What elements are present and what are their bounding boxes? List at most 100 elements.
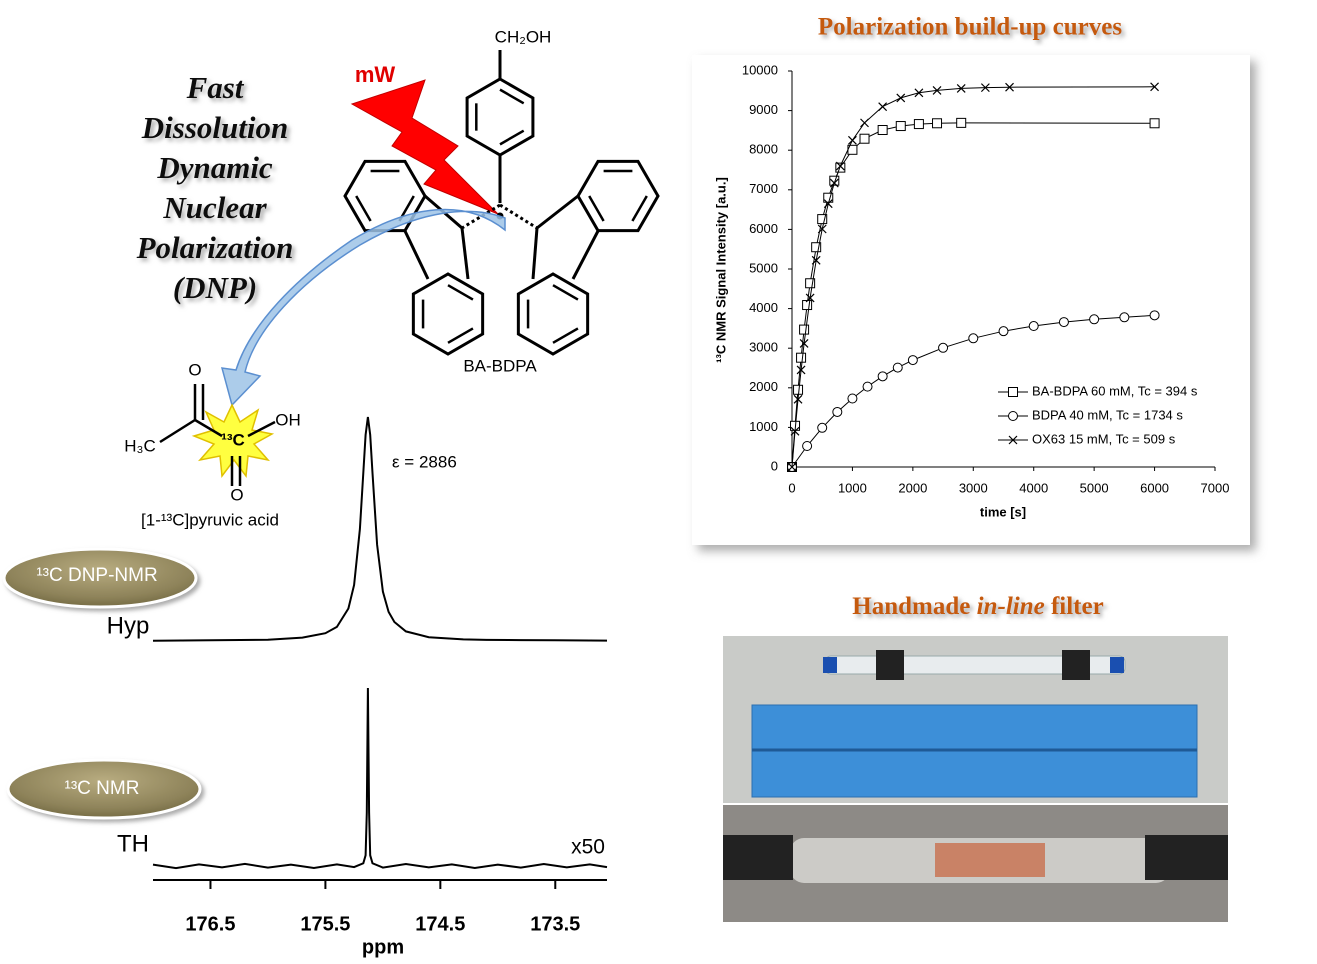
filter-title-part: Handmade [852, 593, 970, 620]
title-line: Fast [186, 70, 245, 105]
x-tick-label: 7000 [1201, 480, 1230, 495]
double-bond [447, 327, 474, 344]
radical-name: BA-BDPA [463, 356, 537, 375]
data-point [790, 426, 800, 436]
data-point [907, 355, 918, 366]
data-point [817, 422, 828, 433]
data-point [878, 102, 888, 112]
data-point [793, 394, 803, 404]
x-tick-label: 5000 [1080, 480, 1109, 495]
data-point [787, 462, 797, 472]
bond [531, 227, 539, 280]
title-line: Dissolution [141, 110, 288, 145]
spectrum [152, 416, 608, 642]
x-tick-label: 2000 [898, 480, 927, 495]
double-bond [447, 284, 474, 301]
x-tick-label: 173.5 [530, 913, 580, 935]
data-point [877, 125, 888, 136]
bond [460, 227, 470, 280]
y-tick-label: 10000 [742, 62, 778, 77]
ring [343, 159, 427, 233]
data-point [805, 278, 816, 289]
data-point [799, 324, 810, 335]
transfer-arrow [220, 208, 506, 407]
double-bond [499, 129, 525, 146]
y-tick-label: 6000 [749, 221, 778, 236]
carbonyl-o: O [188, 360, 201, 379]
data-point [835, 161, 845, 171]
legend-label: OX63 15 mM, Tc = 509 s [1032, 431, 1176, 446]
pyruvic-structure [159, 384, 276, 486]
radical-bond [499, 203, 538, 230]
double-bond [355, 195, 372, 222]
radical-bond [461, 203, 501, 230]
data-point [796, 352, 807, 363]
trace-label: Hyp [107, 612, 150, 639]
data-point [799, 339, 809, 348]
title-line: (DNP) [173, 270, 257, 305]
data-point [1089, 314, 1100, 325]
y-tick-label: 7000 [749, 181, 778, 196]
left-title: Fast Dissolution Dynamic Nuclear Polarizatio… [136, 70, 294, 305]
double-bond [552, 327, 579, 344]
title-line: Polarization [136, 230, 294, 265]
data-point [860, 118, 869, 128]
x-tick-label: 174.5 [415, 913, 465, 935]
data-point [913, 119, 924, 130]
double-bond [499, 88, 525, 105]
data-point [938, 342, 949, 353]
filter-title-part: in-line [977, 593, 1045, 620]
x-tick-label: 175.5 [300, 913, 350, 935]
acid-o: O [230, 485, 243, 504]
data-point [932, 118, 943, 129]
legend-marker [1008, 411, 1018, 421]
x-tick-label: 1000 [838, 480, 867, 495]
badge-label: ¹³C DNP-NMR [36, 565, 157, 586]
x-tick-label: 176.5 [185, 913, 235, 935]
legend-marker [1008, 387, 1018, 397]
data-point [1028, 321, 1039, 332]
filter-photo [723, 636, 1228, 922]
data-point [811, 255, 821, 265]
data-point [914, 88, 924, 98]
y-tick-label: 9000 [749, 102, 778, 117]
x-axis-label: ppm [362, 936, 404, 958]
trace-label: TH [117, 830, 149, 857]
data-point [968, 333, 979, 344]
title-line: Dynamic [156, 150, 273, 185]
badge-label: ¹³C NMR [65, 778, 140, 799]
bond [403, 230, 430, 280]
chart-title: Polarization build-up curves [818, 14, 1122, 41]
chart-panel [692, 55, 1250, 545]
legend-marker [1008, 435, 1018, 445]
legend-label: BA-BDPA 60 mM, Tc = 394 s [1032, 383, 1198, 398]
data-point [895, 121, 906, 132]
x-tick-label: 4000 [1019, 480, 1048, 495]
y-tick-label: 8000 [749, 142, 778, 157]
y-tick-label: 5000 [749, 260, 778, 275]
labeled-carbon: ¹³C [221, 430, 245, 449]
y-tick-label: 1000 [749, 419, 778, 434]
pyruvic-name: [1-¹³C]pyruvic acid [141, 510, 279, 529]
data-point [877, 371, 888, 382]
x-axis-label: time [s] [980, 504, 1026, 519]
data-point [932, 85, 942, 95]
data-point [1149, 310, 1160, 321]
data-point [796, 365, 806, 375]
legend-label: BDPA 40 mM, Tc = 1734 s [1032, 407, 1183, 422]
data-point [829, 175, 840, 186]
data-point [811, 242, 822, 253]
ring [411, 272, 485, 356]
hydroxyl: OH [275, 410, 301, 429]
bond [571, 230, 600, 280]
data-point [848, 135, 857, 145]
data-point [823, 199, 833, 209]
spectrum [152, 687, 608, 870]
data-point [980, 83, 990, 93]
data-point [892, 362, 903, 373]
bond [536, 194, 579, 230]
data-point [817, 214, 828, 225]
x-tick-label: 6000 [1140, 480, 1169, 495]
title-line: Nuclear [162, 190, 267, 225]
